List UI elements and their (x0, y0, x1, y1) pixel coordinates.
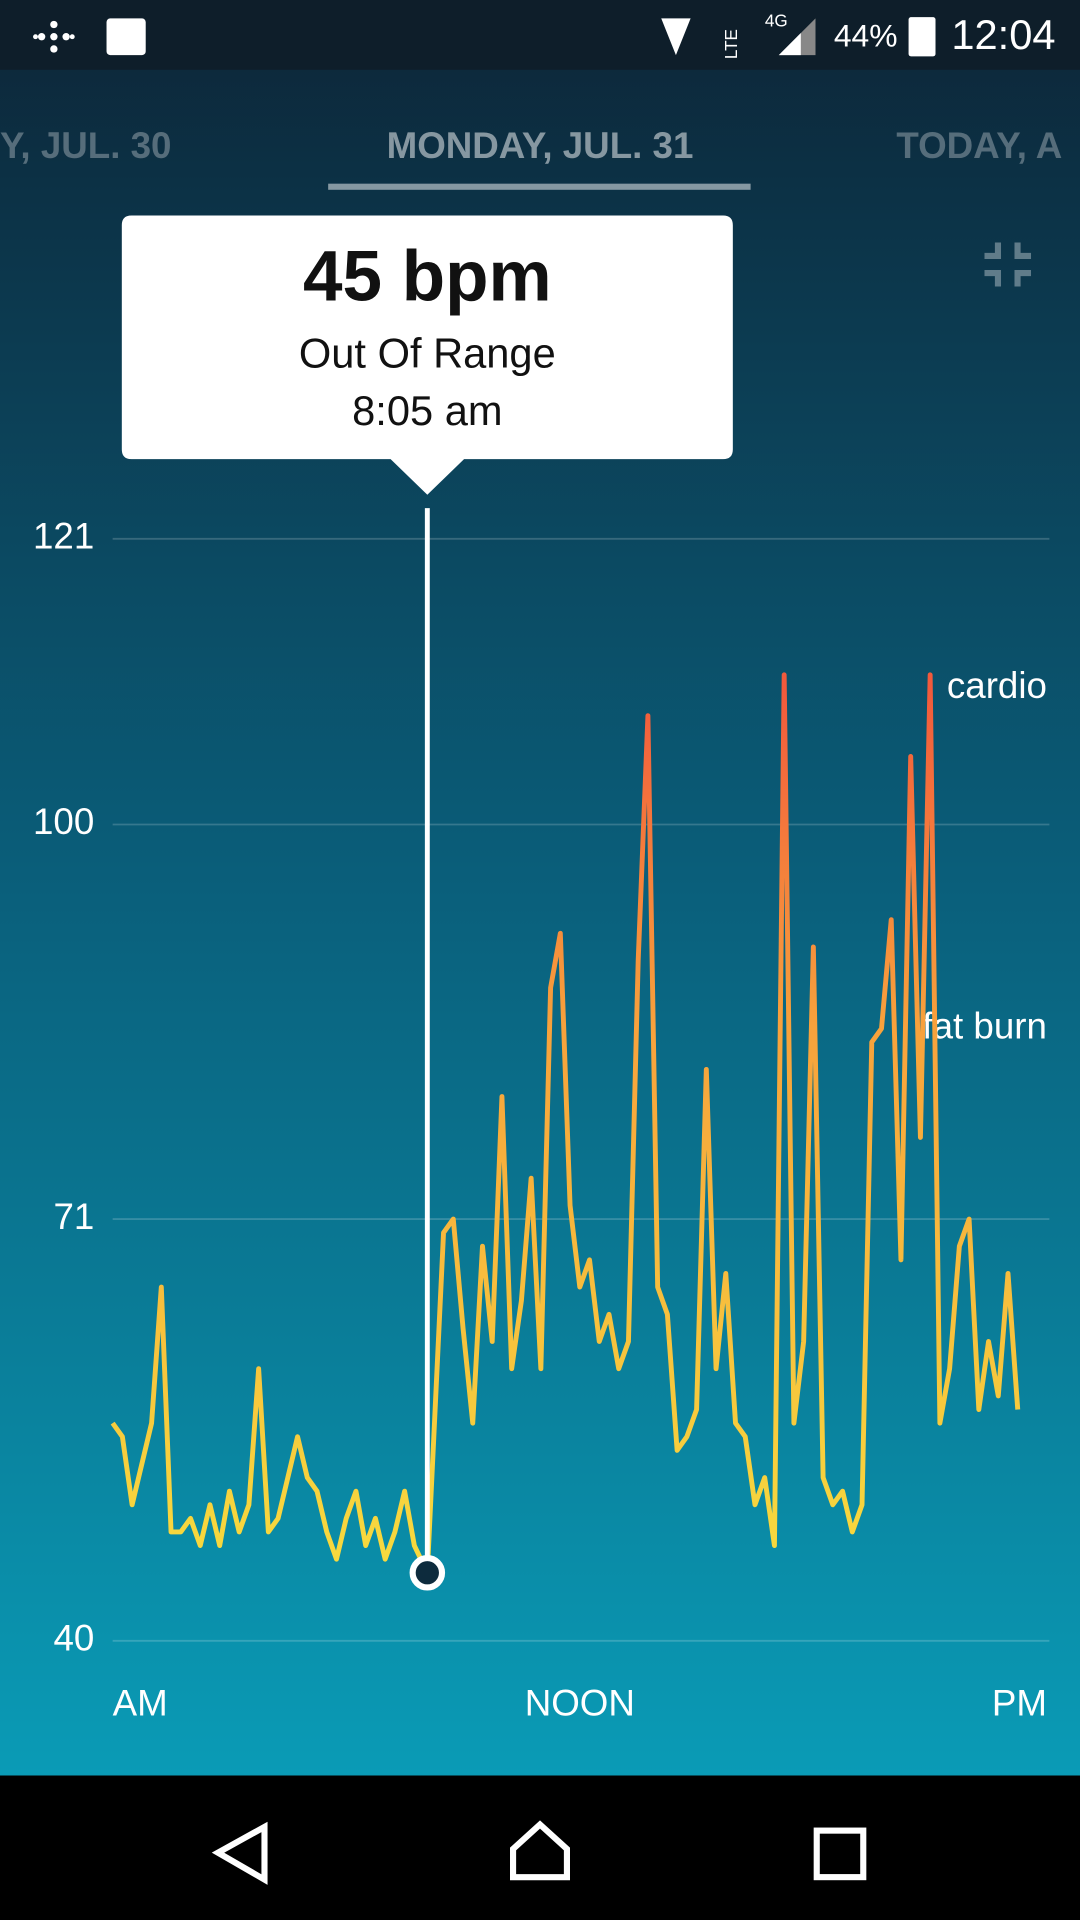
nav-bar (0, 1775, 1080, 1920)
x-tick-label: NOON (525, 1682, 635, 1723)
nav-icons[interactable] (211, 1820, 867, 1885)
y-tick-label: 100 (33, 801, 94, 842)
heart-rate-line (110, 672, 1021, 1576)
x-tick-label: PM (992, 1682, 1047, 1723)
y-tick-label: 71 (53, 1196, 94, 1237)
status-bar (0, 0, 1080, 70)
network-label: 4G (765, 11, 788, 31)
collapse-icon[interactable] (984, 242, 1032, 287)
tab[interactable]: TODAY, A (896, 125, 1062, 166)
chart: 40 71 100 121 AM NOON PM fat burn cardio 45 bpm Ou… (33, 215, 1050, 1723)
highlight-point (409, 1555, 446, 1591)
y-tick-label: 121 (33, 515, 94, 556)
clock: 12:04 (951, 11, 1055, 58)
y-tick-label: 40 (53, 1618, 94, 1659)
battery-label: 44% (834, 17, 898, 53)
tab-active[interactable]: MONDAY, JUL. 31 (387, 125, 694, 166)
tooltip-time: 8:05 am (352, 387, 502, 434)
tooltip-box (121, 215, 733, 495)
zone-label: cardio (947, 665, 1047, 706)
lte-label: LTE (721, 29, 741, 59)
tab-underline (328, 183, 751, 190)
x-tick-label: AM (113, 1682, 168, 1723)
tab[interactable]: Y, JUL. 30 (0, 125, 171, 166)
tooltip-status: Out Of Range (299, 329, 556, 376)
zone-label: fat burn (922, 1005, 1047, 1046)
tooltip-value: 45 bpm (303, 237, 552, 316)
status-icons (33, 17, 936, 57)
